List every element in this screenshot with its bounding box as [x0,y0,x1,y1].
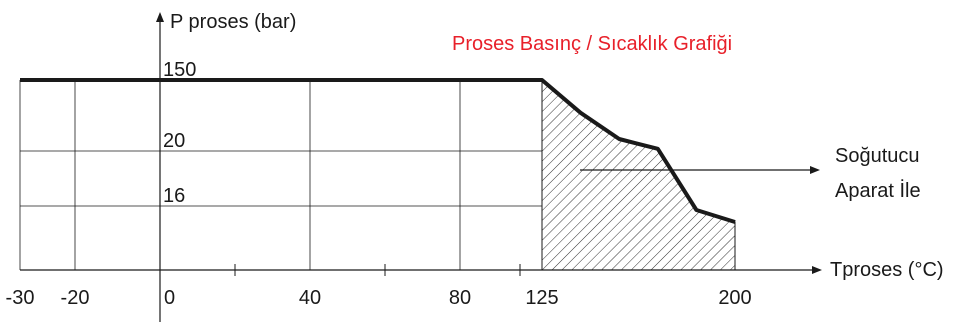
x-tick-label: 40 [299,287,321,309]
y-axis-arrow [156,12,164,22]
y-tick-label: 20 [163,130,185,152]
x-tick-label: -30 [6,287,35,309]
x-axis-label: Tproses (°C) [830,259,944,281]
chart-title: Proses Basınç / Sıcaklık Grafiği [452,33,732,55]
x-axis-arrow [812,266,822,274]
x-tick-label: 125 [525,287,558,309]
annotation-arrow-head [810,166,820,174]
y-tick-label: 16 [163,185,185,207]
x-tick-label: -20 [61,287,90,309]
axes [20,12,822,322]
x-tick-marks [234,264,521,276]
grid [19,80,542,270]
annotation-line-2: Aparat İle [835,179,921,202]
x-tick-labels: -30 -20 0 40 80 125 200 [6,287,752,309]
y-tick-label: 150 [163,59,196,81]
series-line [20,78,736,224]
y-axis-label: P proses (bar) [170,11,296,33]
annotation-line-1: Soğutucu [835,145,920,167]
hatched-region [541,78,736,271]
x-tick-label: 80 [449,287,471,309]
x-tick-label: 200 [718,287,751,309]
y-tick-labels: 150 20 16 [163,59,196,207]
x-tick-label: 0 [164,287,175,309]
